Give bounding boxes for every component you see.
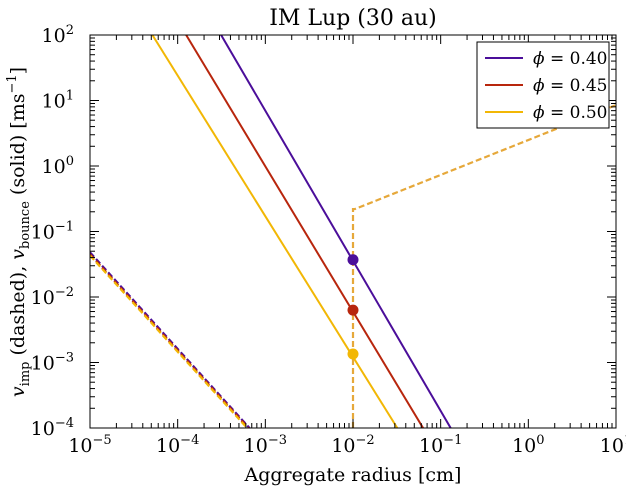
x-tick-label: 100 xyxy=(512,433,544,457)
x-axis-label: Aggregate radius [cm] xyxy=(244,464,462,486)
x-tick-label: 10−2 xyxy=(331,433,374,457)
marker-point-1 xyxy=(347,304,359,316)
marker-point-2 xyxy=(347,348,359,360)
impact-series-line-2 xyxy=(90,254,248,428)
x-tick-label: 101 xyxy=(600,433,626,457)
x-tick-label: 10−3 xyxy=(244,433,287,457)
impact-series-line-3 xyxy=(351,104,616,428)
legend-label-0: ϕ = 0.40 xyxy=(533,49,608,69)
bounce-series-line-0 xyxy=(220,35,452,428)
y-axis-label: vimp (dashed), vbounce (solid) [ms−1] xyxy=(5,67,33,397)
y-tick-label: 101 xyxy=(42,89,74,113)
legend-label-2: ϕ = 0.50 xyxy=(533,103,608,123)
y-tick-label: 102 xyxy=(42,23,74,47)
x-tick-label: 10−1 xyxy=(419,433,462,457)
marker-point-0 xyxy=(347,254,359,266)
x-tick-label: 10−4 xyxy=(156,433,199,457)
y-tick-label: 10−2 xyxy=(31,285,74,309)
y-tick-label: 10−3 xyxy=(31,351,74,375)
legend-label-1: ϕ = 0.45 xyxy=(533,76,608,96)
y-tick-label: 100 xyxy=(42,154,74,178)
y-tick-label: 10−1 xyxy=(31,220,74,244)
x-tick-label: 10−5 xyxy=(68,433,111,457)
bounce-series-line-2 xyxy=(151,35,399,428)
y-tick-label: 10−4 xyxy=(31,416,74,440)
chart-title: IM Lup (30 au) xyxy=(269,6,437,31)
bounce-series-line-1 xyxy=(185,35,424,428)
